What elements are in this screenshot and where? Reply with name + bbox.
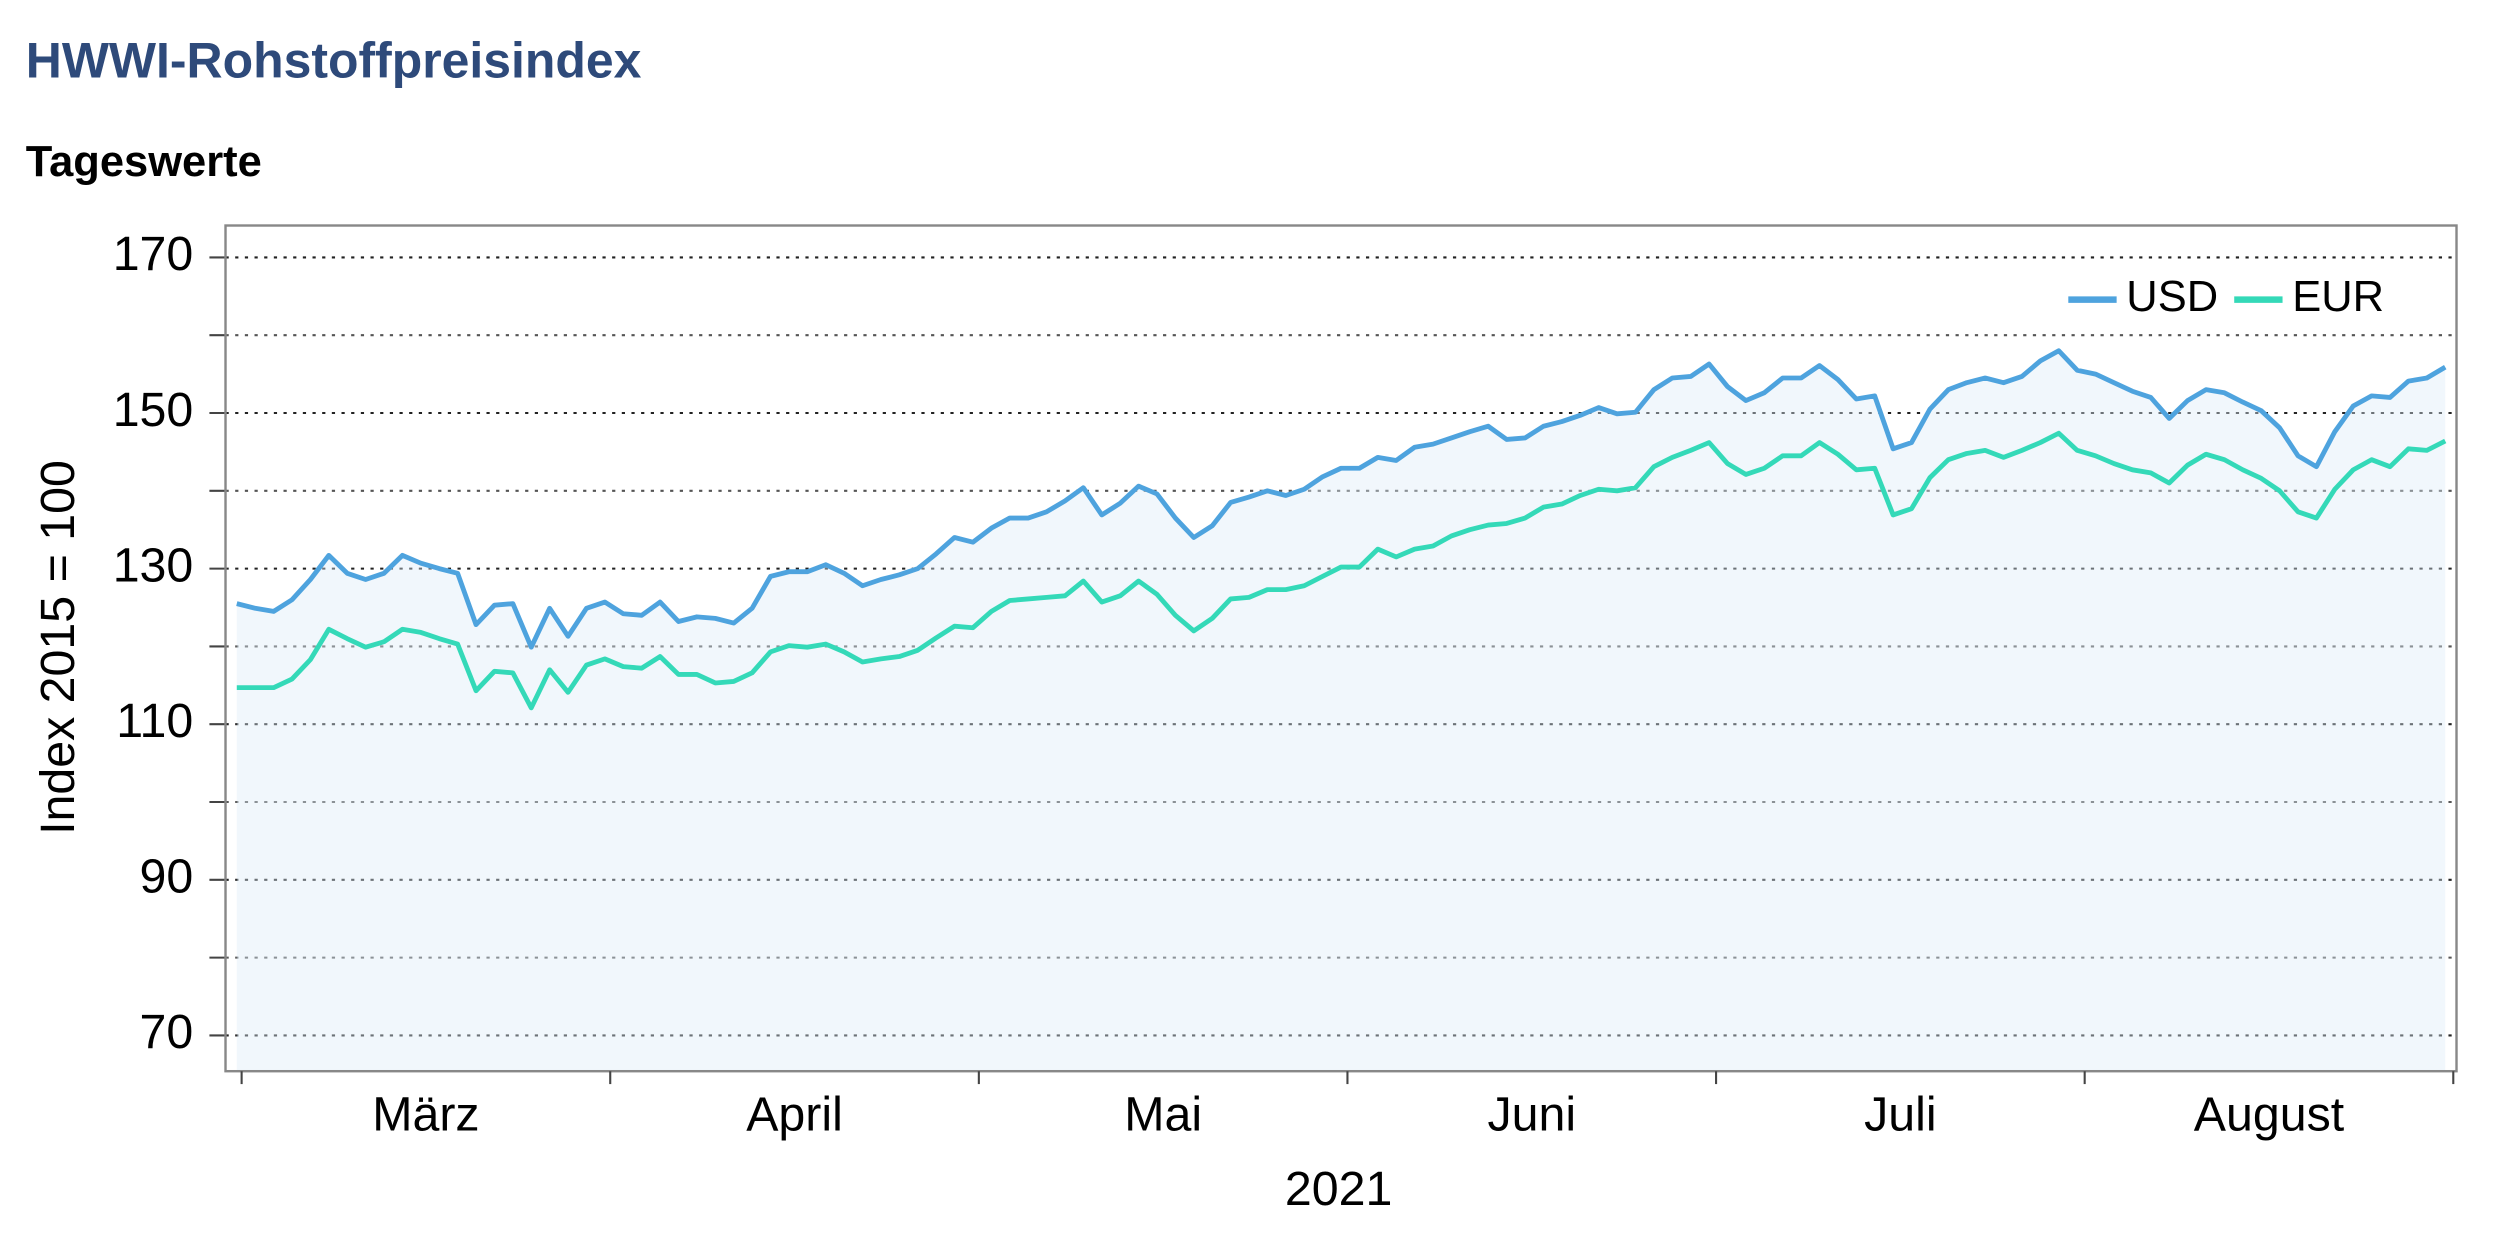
y-tick-label: 130 bbox=[113, 538, 194, 592]
x-axis-label: 2021 bbox=[1285, 1162, 1392, 1216]
line bbox=[236, 430, 2447, 711]
y-tick-label: 110 bbox=[116, 694, 193, 748]
y-axis-label: Index 2015 = 100 bbox=[31, 460, 85, 835]
legend-label: EUR bbox=[2292, 273, 2384, 321]
x-tick-label: Juni bbox=[1487, 1088, 1576, 1142]
x-tick-label: März bbox=[372, 1088, 479, 1142]
chart-title: HWWI-Rohstoffpreisindex bbox=[26, 33, 642, 89]
y-tick-label: 90 bbox=[140, 850, 194, 904]
chart-subtitle: Tageswerte bbox=[26, 138, 262, 186]
y-tick-label: 150 bbox=[113, 383, 194, 437]
y-tick-label: 170 bbox=[113, 227, 194, 281]
plot-frame bbox=[224, 224, 2458, 1073]
x-tick-label: April bbox=[746, 1088, 843, 1142]
area bbox=[236, 350, 2446, 1072]
x-tick-label: August bbox=[2194, 1088, 2345, 1142]
y-tick-label: 70 bbox=[140, 1005, 194, 1059]
line bbox=[236, 348, 2447, 650]
x-tick-label: Mai bbox=[1124, 1088, 1202, 1142]
legend-label: USD bbox=[2126, 273, 2218, 321]
x-tick-label: Juli bbox=[1864, 1088, 1937, 1142]
